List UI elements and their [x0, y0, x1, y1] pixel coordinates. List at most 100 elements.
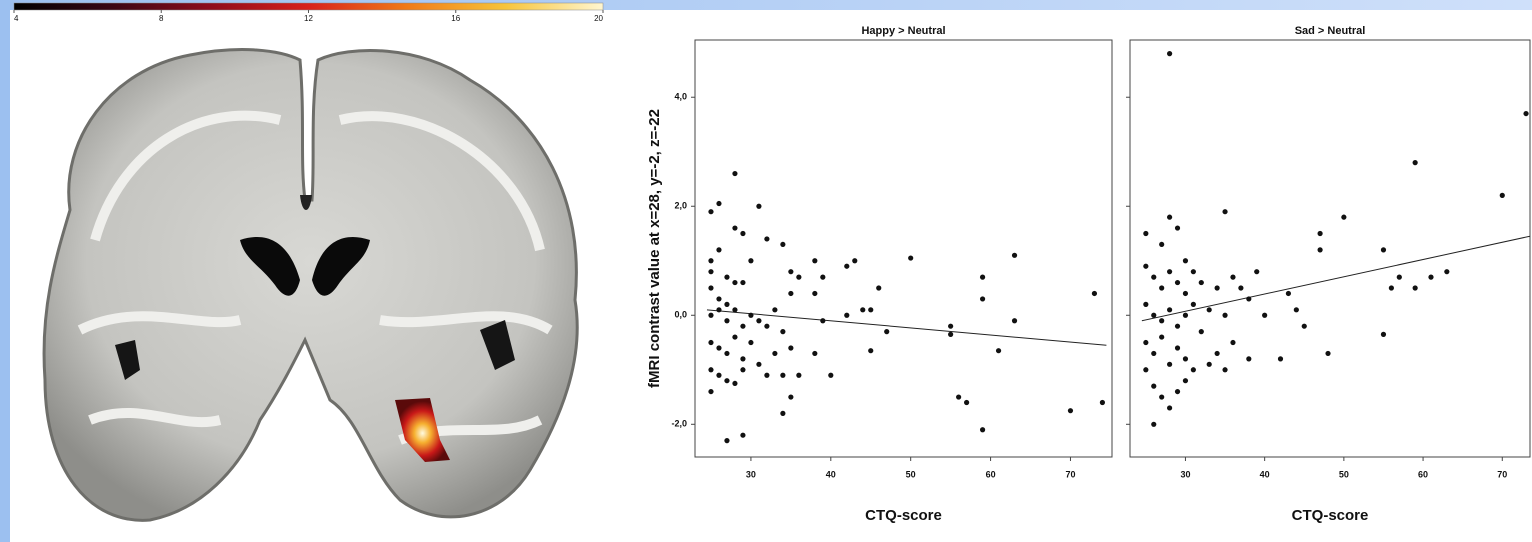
point [740, 356, 746, 362]
point [1206, 361, 1212, 367]
point [708, 258, 714, 264]
y-tick-label: 2,0 [674, 201, 687, 211]
point [1285, 290, 1292, 297]
point [1301, 323, 1307, 329]
point [764, 372, 770, 378]
point [756, 361, 762, 367]
point [740, 279, 746, 286]
point [1159, 394, 1165, 400]
point [740, 367, 746, 373]
point [1222, 209, 1228, 215]
point [1174, 225, 1181, 231]
point [964, 399, 970, 406]
point [1167, 269, 1173, 275]
point [820, 318, 826, 324]
point [1412, 160, 1418, 166]
point [748, 339, 754, 346]
x-tick-label: 50 [1339, 469, 1349, 479]
point [780, 329, 786, 335]
y-tick-label: -2,0 [671, 419, 687, 429]
point [868, 348, 874, 354]
point [1159, 285, 1165, 291]
point [732, 307, 738, 313]
point [780, 410, 786, 416]
point [756, 318, 762, 324]
point [1174, 279, 1181, 286]
x-tick-label: 30 [1180, 469, 1190, 479]
point [756, 203, 762, 209]
point [708, 209, 714, 215]
fit-line [706, 309, 1107, 346]
point [1182, 290, 1189, 297]
point [708, 388, 714, 395]
point [812, 258, 818, 264]
point [1396, 274, 1402, 280]
fit-line [1141, 235, 1530, 322]
point [740, 323, 746, 329]
plot-area [1141, 51, 1530, 427]
point [1159, 241, 1165, 248]
point [764, 236, 770, 242]
point [724, 301, 730, 307]
point [1151, 312, 1157, 318]
point [796, 274, 802, 280]
point [948, 323, 954, 329]
point [724, 438, 730, 444]
point [732, 334, 738, 340]
x-tick-label: 70 [1497, 469, 1507, 479]
colorbar-tick-label: 16 [451, 14, 460, 23]
point [716, 200, 722, 207]
x-tick-label: 60 [986, 469, 996, 479]
x-tick-label: 40 [1260, 469, 1270, 479]
y-tick-label: 0,0 [674, 310, 687, 320]
point [844, 263, 850, 269]
point [1214, 350, 1220, 357]
point [732, 225, 738, 231]
point [788, 345, 794, 351]
point [1182, 312, 1189, 318]
point [812, 350, 818, 357]
point [1198, 279, 1204, 286]
point [708, 285, 714, 291]
point [1182, 378, 1189, 384]
colorbar [13, 2, 604, 11]
point [1499, 192, 1505, 198]
x-tick-label: 60 [1418, 469, 1428, 479]
point [860, 307, 866, 313]
x-tick-label: 50 [906, 469, 916, 479]
point [716, 307, 722, 313]
point [1167, 405, 1173, 411]
point [772, 307, 778, 313]
point [1230, 274, 1236, 280]
point [1174, 345, 1181, 351]
point [1174, 388, 1181, 395]
point [740, 230, 746, 237]
point [884, 329, 890, 335]
point [1388, 285, 1394, 291]
point [1151, 421, 1157, 427]
point [708, 339, 714, 346]
point [1067, 408, 1074, 414]
point [780, 241, 786, 248]
point [716, 247, 722, 253]
point [1246, 356, 1252, 362]
point [1246, 296, 1252, 302]
x-axis-title: CTQ-score [1292, 507, 1369, 524]
point [1222, 312, 1228, 318]
point [995, 348, 1002, 354]
point [1262, 312, 1268, 318]
point [732, 380, 738, 387]
point [844, 312, 850, 318]
point [1159, 318, 1165, 324]
point [1174, 323, 1181, 329]
x-tick-label: 30 [746, 469, 756, 479]
point [1380, 331, 1387, 337]
point [772, 350, 778, 357]
colorbar-tick-label: 12 [304, 14, 313, 23]
point [1190, 269, 1196, 275]
point [1190, 367, 1196, 373]
point [852, 258, 858, 264]
plot-frame [694, 39, 1113, 458]
point [788, 290, 794, 297]
